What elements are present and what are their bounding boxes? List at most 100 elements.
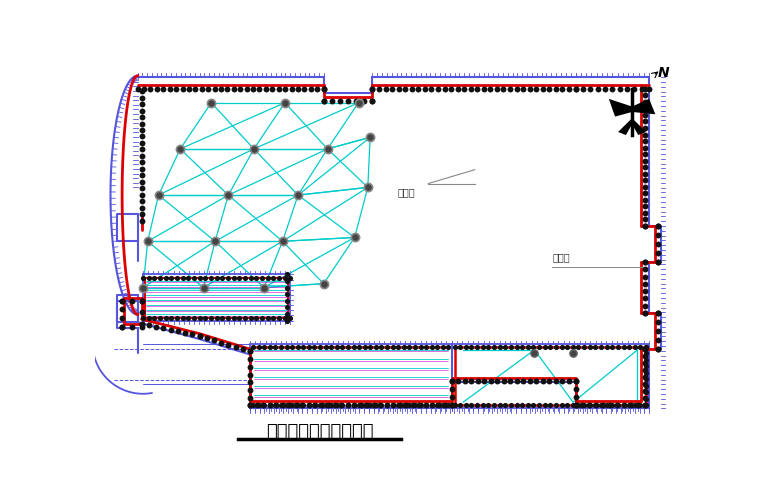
Point (135, 94, 147, 102)
Point (621, 85, 633, 93)
Point (561, 343, 573, 351)
Point (281, 277, 293, 285)
Point (366, 97, 378, 105)
Point (163, 85, 176, 93)
Point (544, 401, 556, 409)
Point (606, 85, 619, 93)
Point (629, 343, 641, 351)
Point (268, 313, 280, 321)
Point (445, 377, 458, 385)
Point (471, 377, 483, 385)
Point (639, 394, 651, 402)
Point (135, 320, 147, 328)
Point (591, 85, 603, 93)
Point (392, 343, 404, 351)
Point (527, 343, 540, 351)
Point (432, 85, 444, 93)
Point (375, 343, 388, 351)
Point (517, 85, 529, 93)
Point (432, 401, 445, 409)
Point (420, 343, 432, 351)
Point (302, 343, 315, 351)
Point (651, 327, 663, 335)
Point (286, 401, 298, 409)
Point (445, 385, 458, 393)
Point (639, 280, 651, 288)
Point (499, 401, 511, 409)
Point (404, 343, 416, 351)
Point (414, 401, 426, 409)
Point (211, 313, 223, 321)
Point (511, 343, 523, 351)
Point (635, 343, 647, 351)
Point (569, 377, 581, 385)
Point (639, 111, 651, 119)
Point (606, 343, 619, 351)
Point (247, 343, 259, 351)
Point (227, 274, 239, 282)
Point (342, 343, 354, 351)
Point (617, 401, 629, 409)
Point (143, 321, 155, 329)
Point (279, 274, 291, 282)
Point (651, 222, 663, 230)
Point (597, 401, 610, 409)
Point (640, 401, 652, 409)
Point (572, 401, 584, 409)
Point (651, 231, 663, 239)
Point (241, 85, 253, 93)
Point (623, 343, 635, 351)
Point (349, 233, 361, 241)
Point (266, 85, 278, 93)
Point (334, 97, 346, 105)
Point (639, 366, 651, 374)
Point (635, 401, 647, 409)
Point (270, 401, 282, 409)
Polygon shape (632, 118, 646, 135)
Point (629, 85, 641, 93)
Point (426, 401, 438, 409)
Point (233, 313, 245, 321)
Point (302, 401, 315, 409)
Point (491, 85, 503, 93)
Point (379, 85, 391, 93)
Point (404, 401, 416, 409)
Point (412, 85, 424, 93)
Point (639, 258, 651, 266)
Point (164, 326, 176, 334)
Point (281, 310, 293, 318)
Point (543, 85, 556, 93)
Point (135, 139, 147, 147)
Point (302, 401, 315, 409)
Point (321, 145, 334, 153)
Point (217, 313, 229, 321)
Point (182, 274, 195, 282)
Point (640, 343, 652, 351)
Point (639, 209, 651, 217)
Point (138, 85, 150, 93)
Point (309, 401, 321, 409)
Point (286, 85, 298, 93)
Point (281, 316, 293, 324)
Point (533, 401, 545, 409)
Point (505, 343, 517, 351)
Point (319, 343, 331, 351)
Point (359, 343, 371, 351)
Point (284, 313, 296, 321)
Point (176, 85, 188, 93)
Point (336, 401, 348, 409)
Text: 基坑排水沟平面布置图: 基坑排水沟平面布置图 (266, 423, 373, 441)
Point (498, 377, 510, 385)
Point (314, 343, 326, 351)
Point (632, 401, 644, 409)
Point (319, 401, 331, 409)
Point (264, 401, 276, 409)
Point (137, 313, 149, 321)
Point (539, 401, 551, 409)
Point (135, 204, 147, 212)
Point (239, 313, 251, 321)
Point (182, 313, 195, 321)
Point (448, 343, 461, 351)
Point (309, 401, 321, 409)
Point (260, 85, 272, 93)
